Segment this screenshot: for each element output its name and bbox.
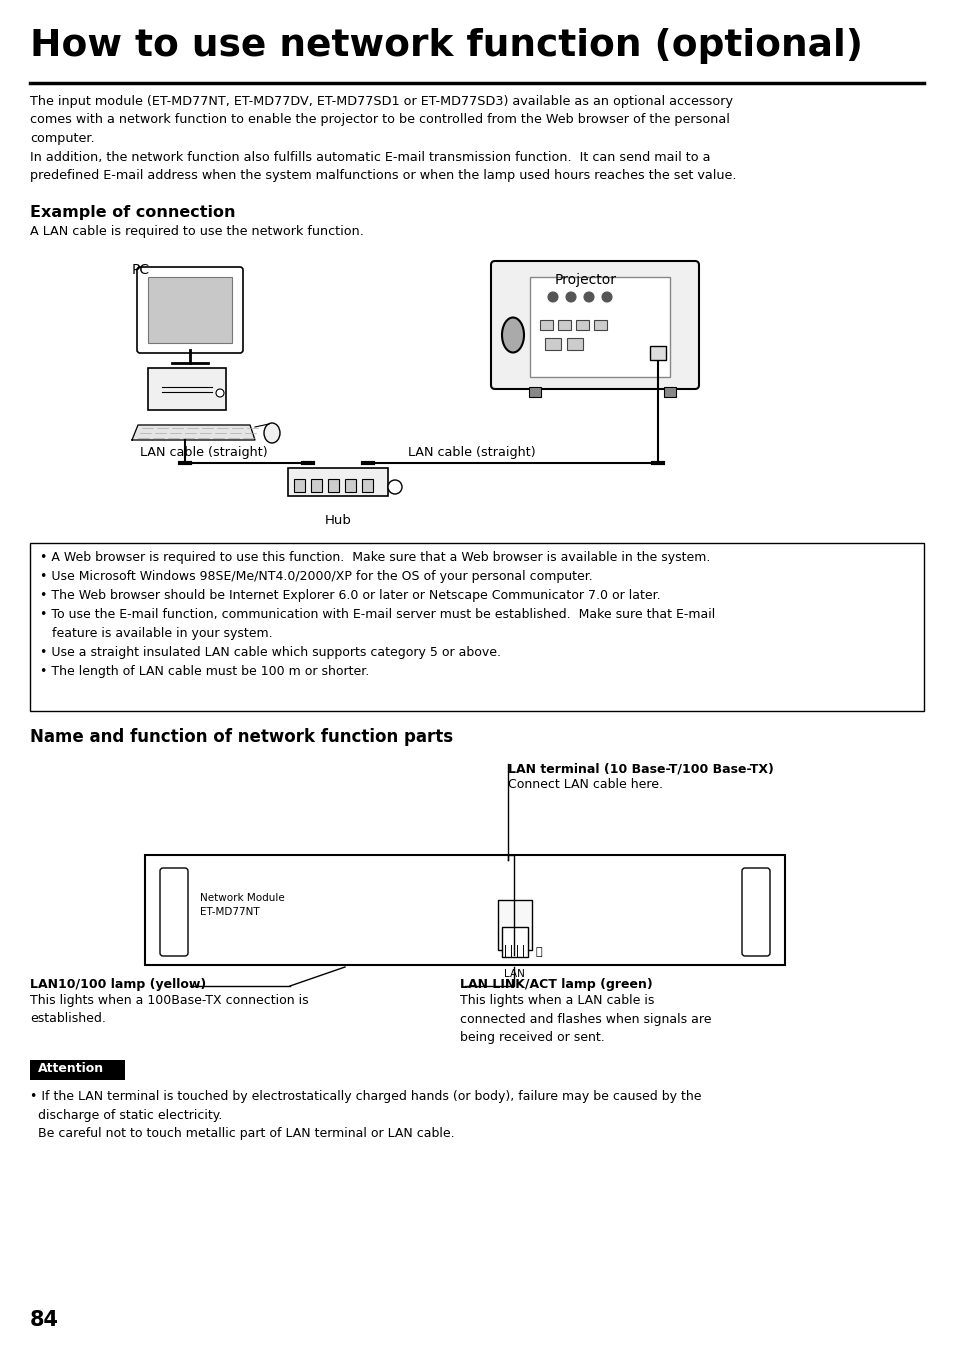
FancyBboxPatch shape (160, 867, 188, 956)
Text: Projector: Projector (555, 272, 617, 287)
Text: • If the LAN terminal is touched by electrostatically charged hands (or body), f: • If the LAN terminal is touched by elec… (30, 1090, 700, 1140)
Text: Network Module
ET-MD77NT: Network Module ET-MD77NT (200, 893, 284, 917)
Text: • A Web browser is required to use this function.  Make sure that a Web browser : • A Web browser is required to use this … (40, 550, 715, 679)
Text: LAN: LAN (503, 969, 524, 979)
Text: This lights when a LAN cable is
connected and flashes when signals are
being rec: This lights when a LAN cable is connecte… (459, 994, 711, 1044)
Circle shape (215, 389, 224, 397)
FancyBboxPatch shape (491, 260, 699, 389)
Text: LAN terminal (10 Base-T/100 Base-TX): LAN terminal (10 Base-T/100 Base-TX) (507, 762, 773, 774)
Text: LAN cable (straight): LAN cable (straight) (140, 447, 268, 459)
Text: The input module (ET-MD77NT, ET-MD77DV, ET-MD77SD1 or ET-MD77SD3) available as a: The input module (ET-MD77NT, ET-MD77DV, … (30, 94, 736, 182)
FancyBboxPatch shape (741, 867, 769, 956)
Text: LAN LINK/ACT lamp (green): LAN LINK/ACT lamp (green) (459, 978, 652, 992)
Bar (530, 277, 669, 376)
Bar (294, 479, 305, 492)
Text: Attention: Attention (38, 1062, 104, 1075)
Bar (148, 277, 232, 343)
Bar (30, 544, 923, 711)
Circle shape (547, 291, 558, 302)
Ellipse shape (264, 424, 280, 442)
Bar (539, 320, 553, 331)
Polygon shape (132, 425, 254, 440)
Circle shape (388, 480, 401, 494)
Text: Name and function of network function parts: Name and function of network function pa… (30, 728, 453, 746)
Bar (566, 339, 582, 349)
Circle shape (601, 291, 612, 302)
Circle shape (583, 291, 594, 302)
Bar (594, 320, 606, 331)
Text: ⚿: ⚿ (536, 947, 542, 956)
Bar (145, 855, 784, 965)
Bar (576, 320, 588, 331)
Text: How to use network function (optional): How to use network function (optional) (30, 28, 862, 63)
Bar (649, 345, 665, 360)
Bar (501, 927, 527, 956)
Text: LAN10/100 lamp (yellow): LAN10/100 lamp (yellow) (30, 978, 206, 992)
Bar (497, 900, 532, 950)
Bar (361, 479, 373, 492)
Text: Example of connection: Example of connection (30, 205, 235, 220)
Text: Hub: Hub (324, 514, 351, 527)
Text: This lights when a 100Base-TX connection is
established.: This lights when a 100Base-TX connection… (30, 994, 309, 1025)
Bar (288, 468, 388, 496)
Bar (328, 479, 338, 492)
Text: Connect LAN cable here.: Connect LAN cable here. (507, 778, 662, 791)
Bar (529, 387, 540, 397)
Text: A LAN cable is required to use the network function.: A LAN cable is required to use the netwo… (30, 225, 363, 237)
Text: 84: 84 (30, 1310, 59, 1330)
Bar (663, 387, 676, 397)
FancyBboxPatch shape (137, 267, 243, 353)
Bar (558, 320, 571, 331)
Ellipse shape (501, 317, 523, 352)
Text: PC: PC (132, 263, 150, 277)
Circle shape (565, 291, 576, 302)
Bar (345, 479, 355, 492)
Text: LAN cable (straight): LAN cable (straight) (408, 447, 535, 459)
Bar (148, 368, 226, 410)
Bar (544, 339, 560, 349)
Bar (30, 1060, 125, 1081)
Bar (311, 479, 322, 492)
